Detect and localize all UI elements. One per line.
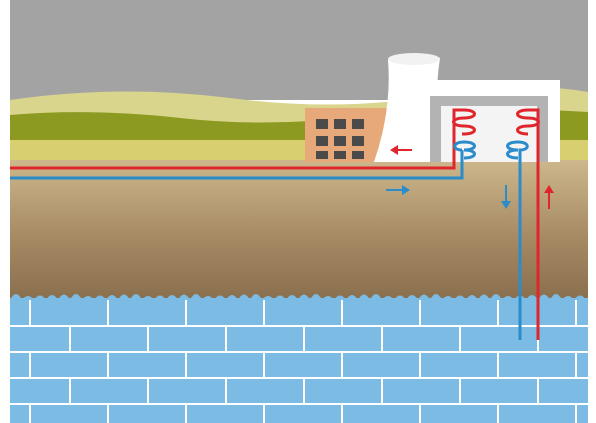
bedrock-edge bbox=[10, 294, 588, 305]
scene-frame bbox=[10, 0, 588, 423]
window bbox=[352, 136, 364, 146]
window bbox=[334, 119, 346, 129]
tower-top bbox=[388, 53, 440, 65]
arrow-blue-head bbox=[402, 185, 410, 195]
flow-arrows bbox=[386, 145, 554, 209]
bedrock bbox=[10, 298, 588, 423]
blue-pipe-horizontal bbox=[10, 150, 464, 180]
window bbox=[352, 151, 364, 159]
red-pipe-horizontal bbox=[10, 142, 456, 170]
blue-coil-left bbox=[453, 140, 476, 160]
window bbox=[352, 119, 364, 129]
blue-pipe-vertical bbox=[506, 140, 529, 340]
arrow-red-head bbox=[390, 145, 398, 155]
red-coil-left bbox=[452, 108, 476, 142]
arrow-down-head bbox=[501, 201, 511, 209]
window bbox=[316, 119, 328, 129]
window bbox=[334, 151, 346, 159]
soil bbox=[10, 160, 588, 300]
window bbox=[334, 136, 346, 146]
brick-lines bbox=[10, 300, 588, 423]
window bbox=[316, 136, 328, 146]
windows bbox=[316, 119, 364, 159]
window bbox=[316, 151, 328, 159]
red-pipe-vertical bbox=[516, 108, 540, 340]
arrow-up-head bbox=[544, 185, 554, 193]
